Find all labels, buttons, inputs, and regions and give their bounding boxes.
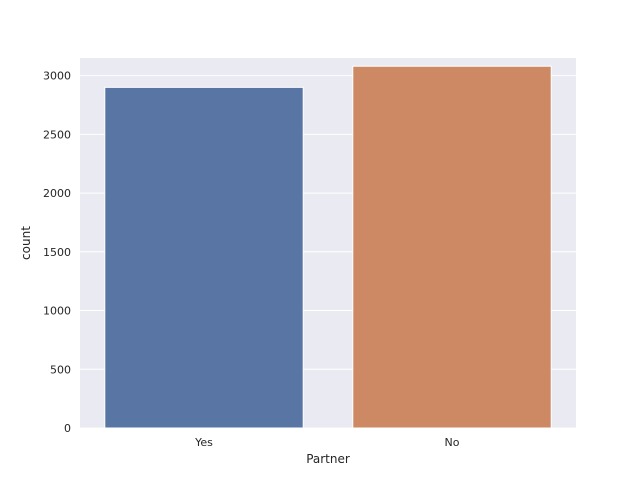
x-tick-label: No	[445, 436, 460, 449]
bar-no	[352, 65, 552, 429]
y-axis-label: count	[19, 226, 33, 260]
y-tick-label: 0	[64, 422, 71, 435]
bars	[104, 65, 552, 429]
x-tick-label: Yes	[194, 436, 213, 449]
y-tick-label: 1000	[43, 305, 71, 318]
y-tick-label: 3000	[43, 70, 71, 83]
x-tick-labels: Yes No	[194, 436, 460, 449]
bar-yes	[104, 86, 304, 429]
y-tick-label: 1500	[43, 246, 71, 259]
y-tick-labels: 0 500 1000 1500 2000 2500 3000	[43, 70, 71, 435]
y-tick-label: 2000	[43, 187, 71, 200]
y-tick-label: 500	[50, 363, 71, 376]
y-tick-label: 2500	[43, 128, 71, 141]
x-axis-label: Partner	[306, 452, 350, 466]
